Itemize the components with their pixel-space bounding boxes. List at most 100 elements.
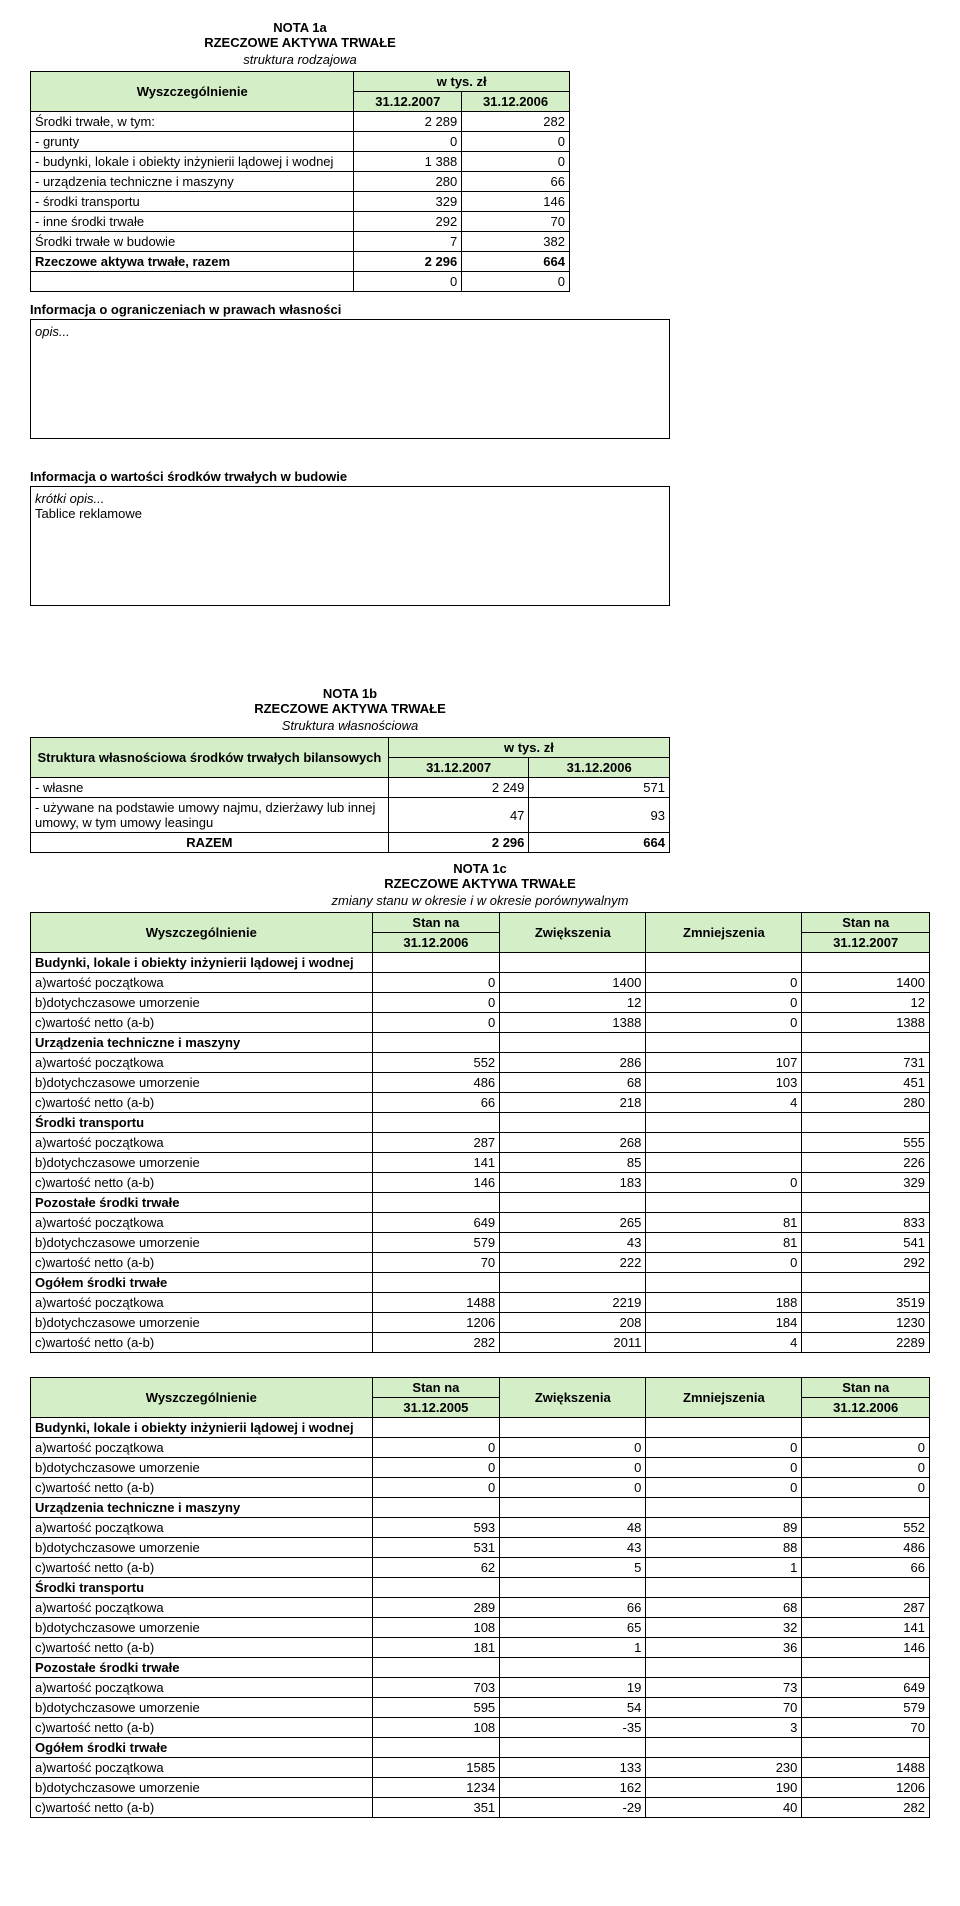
- detail-row-val: 0: [646, 1173, 802, 1193]
- detail-row-label: a)wartość początkowa: [31, 1293, 373, 1313]
- detail-row-val: 731: [802, 1053, 930, 1073]
- detail-row-val: 2011: [500, 1333, 646, 1353]
- detail-row-val: 649: [372, 1213, 500, 1233]
- nota1b-r2-v2: 93: [529, 798, 670, 833]
- nota1b-col1: 31.12.2007: [388, 758, 529, 778]
- detail-row-val: 188: [646, 1293, 802, 1313]
- detail-row-val: 552: [802, 1518, 930, 1538]
- nota1b-r1-label: - własne: [31, 778, 389, 798]
- detail-row-val: 3519: [802, 1293, 930, 1313]
- detail-row-val: 73: [646, 1678, 802, 1698]
- detail-row-val: 649: [802, 1678, 930, 1698]
- group-head-blank: [372, 1738, 500, 1758]
- detail-row-label: a)wartość początkowa: [31, 1758, 373, 1778]
- group-head: Ogółem środki trwałe: [31, 1738, 373, 1758]
- nota1a-row-v2: 66: [462, 172, 570, 192]
- detail-row-label: a)wartość początkowa: [31, 1518, 373, 1538]
- detail-row-val: 89: [646, 1518, 802, 1538]
- nota1a-hdr-spec: Wyszczególnienie: [31, 72, 354, 112]
- nota1c-hdr-d2: 31.12.2007: [802, 933, 930, 953]
- nota1c-cmp-hdr-zmniej: Zmniejszenia: [646, 1378, 802, 1418]
- detail-row-val: 280: [802, 1093, 930, 1113]
- nota1a-row-v2: 0: [462, 132, 570, 152]
- detail-row-val: 133: [500, 1758, 646, 1778]
- nota1a-row-v2: 70: [462, 212, 570, 232]
- detail-row-label: c)wartość netto (a-b): [31, 1558, 373, 1578]
- detail-row-val: 70: [646, 1698, 802, 1718]
- detail-row-val: 833: [802, 1213, 930, 1233]
- detail-row-val: 486: [802, 1538, 930, 1558]
- detail-row-val: 141: [372, 1153, 500, 1173]
- detail-row-val: 0: [802, 1478, 930, 1498]
- detail-row-label: c)wartość netto (a-b): [31, 1093, 373, 1113]
- nota1a-title: RZECZOWE AKTYWA TRWAŁE: [30, 35, 570, 50]
- detail-row-val: [646, 1153, 802, 1173]
- detail-row-val: 0: [646, 1478, 802, 1498]
- detail-row-val: 66: [500, 1598, 646, 1618]
- detail-row-val: 218: [500, 1093, 646, 1113]
- detail-row-val: 107: [646, 1053, 802, 1073]
- nota1c-cmp-table: Wyszczególnienie Stan na Zwiększenia Zmn…: [30, 1377, 930, 1818]
- nota1a-row-v1: 280: [354, 172, 462, 192]
- group-head-blank: [500, 1418, 646, 1438]
- detail-row-val: 108: [372, 1618, 500, 1638]
- constr-heading: Informacja o wartości środków trwałych w…: [30, 469, 930, 484]
- detail-row-val: 579: [372, 1233, 500, 1253]
- group-head-blank: [646, 1418, 802, 1438]
- nota1c-cmp-hdr-zwiek: Zwiększenia: [500, 1378, 646, 1418]
- detail-row-val: 12: [802, 993, 930, 1013]
- nota1a-row-label: - inne środki trwałe: [31, 212, 354, 232]
- detail-row-label: b)dotychczasowe umorzenie: [31, 993, 373, 1013]
- nota1c-title: RZECZOWE AKTYWA TRWAŁE: [30, 876, 930, 891]
- nota1c-subtitle: zmiany stanu w okresie i w okresie porów…: [30, 893, 930, 908]
- detail-row-val: 62: [372, 1558, 500, 1578]
- nota1a-row-v1: 0: [354, 132, 462, 152]
- detail-row-val: 162: [500, 1778, 646, 1798]
- detail-row-val: 4: [646, 1093, 802, 1113]
- nota1b-hdr-spec: Struktura własnościowa środków trwałych …: [31, 738, 389, 778]
- detail-row-label: b)dotychczasowe umorzenie: [31, 1313, 373, 1333]
- detail-row-val: 54: [500, 1698, 646, 1718]
- detail-row-val: 1: [500, 1638, 646, 1658]
- group-head-blank: [500, 1658, 646, 1678]
- group-head-blank: [646, 953, 802, 973]
- nota1c-hdr-zmniej: Zmniejszenia: [646, 913, 802, 953]
- group-head: Ogółem środki trwałe: [31, 1273, 373, 1293]
- detail-row-val: 226: [802, 1153, 930, 1173]
- detail-row-label: c)wartość netto (a-b): [31, 1798, 373, 1818]
- nota1b-code: NOTA 1b: [30, 686, 670, 701]
- detail-row-label: c)wartość netto (a-b): [31, 1173, 373, 1193]
- nota1a-row-v2: 0: [462, 152, 570, 172]
- group-head: Urządzenia techniczne i maszyny: [31, 1033, 373, 1053]
- nota1a-row-label: - urządzenia techniczne i maszyny: [31, 172, 354, 192]
- detail-row-val: 85: [500, 1153, 646, 1173]
- group-head: Środki transportu: [31, 1578, 373, 1598]
- nota1a-row-v1: 292: [354, 212, 462, 232]
- nota1a-row-v1: 1 388: [354, 152, 462, 172]
- group-head-blank: [646, 1033, 802, 1053]
- detail-row-val: 2219: [500, 1293, 646, 1313]
- detail-row-val: 282: [802, 1798, 930, 1818]
- detail-row-val: 1488: [372, 1293, 500, 1313]
- group-head-blank: [500, 1578, 646, 1598]
- nota1b-col2: 31.12.2006: [529, 758, 670, 778]
- nota1c-cmp-hdr-stan2-top: Stan na: [802, 1378, 930, 1398]
- nota1a-total-v1: 2 296: [354, 252, 462, 272]
- detail-row-val: 703: [372, 1678, 500, 1698]
- group-head-blank: [372, 1193, 500, 1213]
- detail-row-val: 552: [372, 1053, 500, 1073]
- detail-row-val: 1400: [500, 973, 646, 993]
- nota1a-code: NOTA 1a: [30, 20, 570, 35]
- nota1c-hdr-spec: Wyszczególnienie: [31, 913, 373, 953]
- group-head-blank: [802, 1738, 930, 1758]
- detail-row-val: 36: [646, 1638, 802, 1658]
- detail-row-val: 81: [646, 1233, 802, 1253]
- detail-row-val: 0: [802, 1458, 930, 1478]
- detail-row-label: c)wartość netto (a-b): [31, 1013, 373, 1033]
- detail-row-val: 0: [646, 993, 802, 1013]
- nota1b-table: Struktura własnościowa środków trwałych …: [30, 737, 670, 853]
- detail-row-val: 1388: [500, 1013, 646, 1033]
- group-head: Budynki, lokale i obiekty inżynierii ląd…: [31, 1418, 373, 1438]
- group-head-blank: [372, 1113, 500, 1133]
- nota1a-hdr-unit: w tys. zł: [354, 72, 570, 92]
